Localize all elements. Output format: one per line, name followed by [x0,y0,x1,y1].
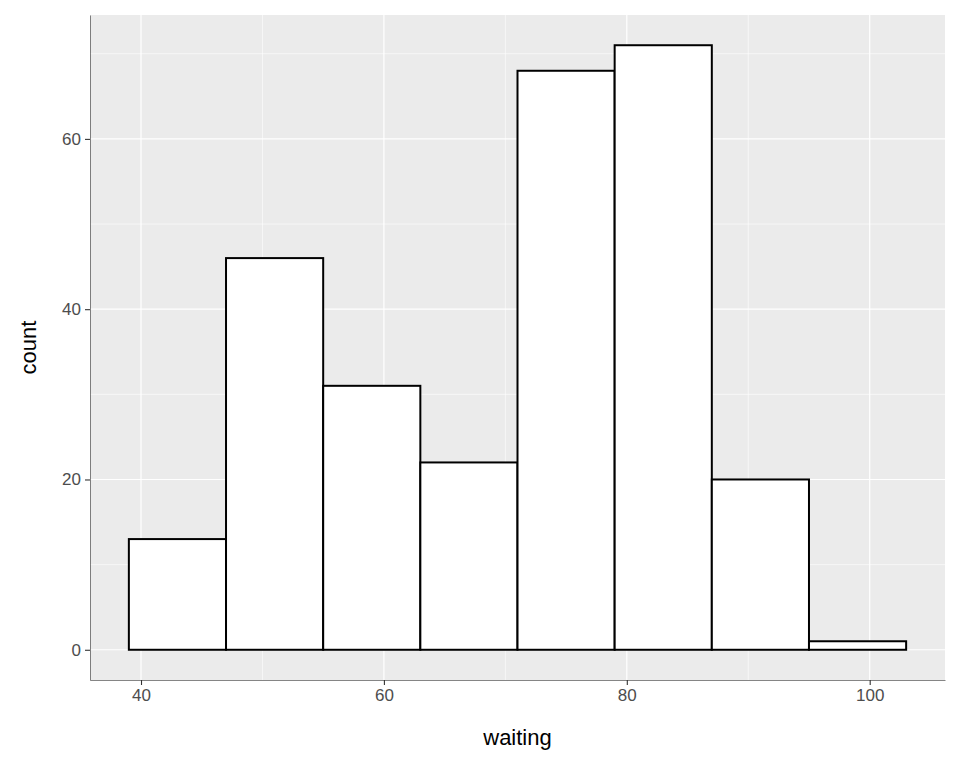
tick-mark [85,650,90,651]
y-axis: 0 20 40 60 [62,16,90,681]
chart: 40 60 80 100 0 20 40 60 waiting count [0,0,960,768]
bars [129,45,906,650]
tick-mark [85,479,90,480]
tick-label: 40 [62,300,81,319]
tick-label: 80 [618,686,637,705]
tick: 40 [62,300,90,319]
tick: 40 [132,680,151,705]
tick-label: 100 [856,686,884,705]
tick-mark [85,309,90,310]
tick-label: 20 [62,470,81,489]
tick-mark [141,680,142,685]
axis-line [90,16,91,681]
tick-mark [627,680,628,685]
tick-label: 0 [72,641,81,660]
bar [323,386,420,650]
tick-label: 60 [62,130,81,149]
axis-line [91,680,946,681]
tick: 100 [856,680,884,705]
bar [226,258,323,650]
x-axis: 40 60 80 100 [91,680,946,705]
plot-background [90,15,945,680]
tick-mark [384,680,385,685]
bar [615,45,712,650]
bar [129,539,226,650]
tick: 0 [72,641,90,660]
x-axis-title: waiting [482,725,551,750]
tick: 20 [62,470,90,489]
bar [712,479,809,649]
tick-mark [85,139,90,140]
tick: 80 [618,680,637,705]
grid [90,15,945,680]
tick-label: 40 [132,686,151,705]
grid-line [869,15,870,680]
tick: 60 [62,130,90,149]
y-axis-title: count [16,321,41,375]
tick: 60 [375,680,394,705]
bar [518,71,615,650]
bar [420,462,517,649]
tick-label: 60 [375,686,394,705]
bar [809,641,906,650]
tick-mark [870,680,871,685]
minor-grid-line [90,53,945,54]
